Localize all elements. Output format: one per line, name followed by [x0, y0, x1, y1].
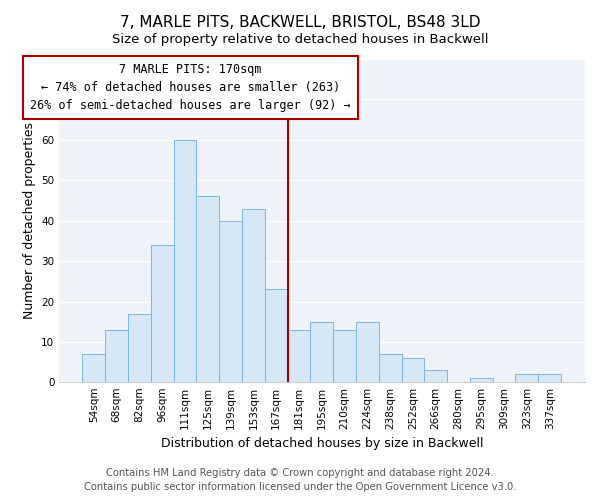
Bar	[151, 245, 173, 382]
Bar	[470, 378, 493, 382]
Bar	[82, 354, 105, 382]
Bar	[265, 290, 287, 382]
Text: Size of property relative to detached houses in Backwell: Size of property relative to detached ho…	[112, 32, 488, 46]
Text: Contains HM Land Registry data © Crown copyright and database right 2024.
Contai: Contains HM Land Registry data © Crown c…	[84, 468, 516, 492]
Text: 7 MARLE PITS: 170sqm
← 74% of detached houses are smaller (263)
26% of semi-deta: 7 MARLE PITS: 170sqm ← 74% of detached h…	[31, 63, 351, 112]
Bar	[196, 196, 219, 382]
Bar	[128, 314, 151, 382]
Bar	[242, 208, 265, 382]
Bar	[287, 330, 310, 382]
X-axis label: Distribution of detached houses by size in Backwell: Distribution of detached houses by size …	[161, 437, 483, 450]
Bar	[401, 358, 424, 382]
Bar	[424, 370, 447, 382]
Bar	[310, 322, 333, 382]
Bar	[538, 374, 561, 382]
Bar	[219, 220, 242, 382]
Y-axis label: Number of detached properties: Number of detached properties	[23, 122, 36, 319]
Text: 7, MARLE PITS, BACKWELL, BRISTOL, BS48 3LD: 7, MARLE PITS, BACKWELL, BRISTOL, BS48 3…	[120, 15, 480, 30]
Bar	[515, 374, 538, 382]
Bar	[105, 330, 128, 382]
Bar	[333, 330, 356, 382]
Bar	[356, 322, 379, 382]
Bar	[379, 354, 401, 382]
Bar	[173, 140, 196, 382]
